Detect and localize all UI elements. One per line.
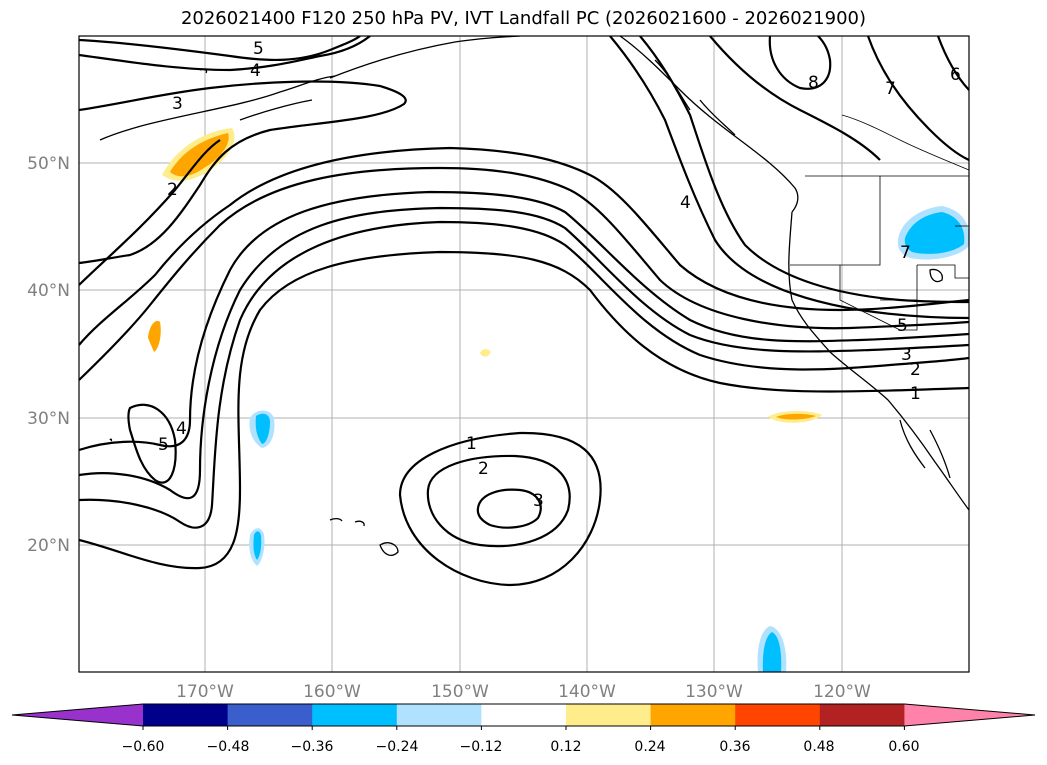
contour-label: 5 xyxy=(897,316,908,336)
colorbar-segment xyxy=(143,704,229,726)
colorbar-tick-label: −0.12 xyxy=(460,739,503,755)
map-frame xyxy=(78,35,970,673)
colorbar-segment xyxy=(650,704,736,726)
lat-label-50n: 50°N xyxy=(27,154,70,174)
contour-label: 7 xyxy=(900,243,911,263)
colorbar-tick-label: 0.60 xyxy=(888,739,919,755)
lon-label-130w: 130°W xyxy=(685,682,743,702)
colorbar-tick-label: −0.24 xyxy=(376,739,419,755)
contour-label: 5 xyxy=(158,435,169,455)
lon-label-170w: 170°W xyxy=(176,682,234,702)
contour-label: 1 xyxy=(466,434,477,454)
colorbar-labels: −0.60 −0.48 −0.36 −0.24 −0.12 0.12 0.24 … xyxy=(122,739,920,755)
contour-label: 2 xyxy=(167,180,178,200)
colorbar-segment xyxy=(566,704,652,726)
contour-label: 2 xyxy=(910,360,921,380)
contour-label: 3 xyxy=(901,345,912,365)
lon-label-120w: 120°W xyxy=(813,682,871,702)
colorbar-tick-label: 0.36 xyxy=(719,739,750,755)
contour-label: 7 xyxy=(885,79,896,99)
contour-label: 3 xyxy=(172,94,183,114)
colorbar-tick-label: −0.48 xyxy=(207,739,250,755)
contour-label: 8 xyxy=(808,73,819,93)
colorbar-tick-label: −0.36 xyxy=(291,739,334,755)
colorbar-segment xyxy=(735,704,821,726)
contour-label: 1 xyxy=(910,384,921,404)
contour-label: 3 xyxy=(533,491,544,511)
contour-label: 2 xyxy=(478,459,489,479)
colorbar-segment xyxy=(819,704,905,726)
contour-label: 5 xyxy=(253,39,264,59)
contour-label: 6 xyxy=(950,65,961,85)
lon-label-160w: 160°W xyxy=(303,682,361,702)
colorbar-tick-label: −0.60 xyxy=(122,739,165,755)
colorbar-segment xyxy=(312,704,398,726)
latitude-labels: 50°N 40°N 30°N 20°N xyxy=(27,154,70,556)
graticule xyxy=(79,36,969,672)
lat-label-30n: 30°N xyxy=(27,409,70,429)
positive-patch-west xyxy=(148,320,161,352)
colorbar-segment xyxy=(481,704,567,726)
map-title: 2026021400 F120 250 hPa PV, IVT Landfall… xyxy=(180,8,867,29)
colorbar-segment xyxy=(396,704,482,726)
contour-label: 4 xyxy=(680,193,691,213)
longitude-labels: 170°W 160°W 150°W 140°W 130°W 120°W xyxy=(176,682,871,702)
colorbar-tick-label: 0.12 xyxy=(550,739,581,755)
positive-patch-central xyxy=(480,349,491,357)
lat-label-40n: 40°N xyxy=(27,281,70,301)
colorbar xyxy=(11,703,1036,730)
lat-label-20n: 20°N xyxy=(27,536,70,556)
contour-label: 4 xyxy=(250,61,261,81)
colorbar-tick-label: 0.48 xyxy=(803,739,834,755)
pc-shading xyxy=(148,128,969,672)
borders xyxy=(790,114,969,331)
lon-label-150w: 150°W xyxy=(431,682,489,702)
colorbar-extend-low xyxy=(12,704,143,726)
map-frame-bg xyxy=(79,36,969,672)
contour-labels: 5 4 3 2 1 2 3 4 5 4 8 7 6 7 5 3 2 1 xyxy=(158,39,961,511)
lon-label-140w: 140°W xyxy=(558,682,616,702)
contour-label: 4 xyxy=(176,419,187,439)
colorbar-extend-high xyxy=(904,704,1035,726)
colorbar-segment xyxy=(227,704,313,726)
pv-contours xyxy=(79,36,969,587)
colorbar-tick-label: 0.24 xyxy=(634,739,665,755)
